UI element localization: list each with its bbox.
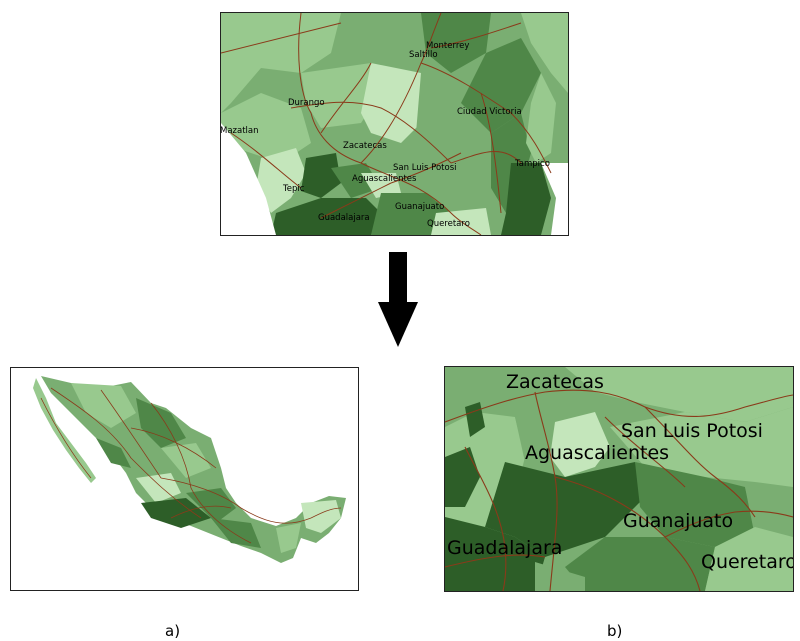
map-region	[491, 13, 568, 93]
map-region	[361, 63, 431, 143]
map-region	[301, 500, 341, 533]
top-map-canvas	[221, 13, 568, 235]
map-region	[501, 163, 551, 235]
map-region	[635, 462, 755, 547]
map-region	[371, 193, 451, 235]
ocean-area	[541, 163, 568, 235]
city-label-tepic: Tepic	[283, 184, 305, 194]
top-region-map: Monterrey Saltillo Durango Ciudad Victor…	[220, 12, 569, 236]
down-arrow-icon	[378, 252, 418, 347]
mexico-map-canvas	[11, 368, 358, 590]
ocean-area	[221, 123, 276, 235]
map-region	[301, 153, 341, 198]
city-label-guadalajara: Guadalajara	[447, 537, 563, 559]
map-region	[550, 412, 610, 477]
city-label-queretaro: Queretaro	[701, 551, 794, 573]
map-region	[461, 38, 541, 133]
map-region	[221, 93, 311, 163]
map-region	[426, 158, 491, 213]
map-region	[271, 198, 381, 235]
map-region	[416, 73, 471, 163]
city-label-san-luis-potosi: San Luis Potosi	[621, 420, 763, 442]
baja-california	[33, 378, 96, 483]
map-region	[256, 148, 306, 213]
map-region	[136, 473, 181, 503]
city-label-aguascalientes: Aguascalientes	[525, 442, 670, 464]
city-label-guanajuato: Guanajuato	[623, 510, 734, 532]
zoomed-region-map: Zacatecas San Luis Potosi Aguascalientes…	[444, 366, 794, 592]
city-label-san-luis-potosi: San Luis Potosi	[393, 163, 457, 173]
map-region	[535, 562, 585, 591]
city-label-zacatecas: Zacatecas	[506, 371, 604, 393]
map-region	[445, 517, 545, 591]
road-network	[221, 13, 552, 235]
caption-a: a)	[165, 622, 181, 640]
map-region	[705, 527, 793, 591]
city-label-mazatlan: Mazatlan	[220, 126, 259, 136]
map-region	[136, 398, 186, 448]
map-region	[331, 163, 381, 198]
map-region	[276, 523, 301, 553]
city-label-queretaro: Queretaro	[427, 219, 470, 229]
map-region	[341, 13, 431, 58]
map-region	[141, 498, 211, 528]
map-region	[445, 447, 480, 507]
map-region	[361, 173, 401, 198]
city-label-guadalajara: Guadalajara	[318, 213, 370, 223]
road-network	[445, 389, 793, 591]
map-region	[565, 367, 793, 422]
map-region	[96, 438, 131, 468]
city-label-tampico: Tampico	[515, 159, 550, 169]
city-label-monterrey: Monterrey	[426, 41, 470, 51]
map-region	[161, 443, 211, 478]
city-label-aguascalientes: Aguascalientes	[352, 174, 417, 184]
map-region	[221, 13, 341, 113]
map-region	[485, 462, 645, 557]
city-label-durango: Durango	[288, 98, 325, 108]
city-label-ciudad-victoria: Ciudad Victoria	[457, 107, 522, 117]
map-region	[211, 518, 261, 548]
map-region	[465, 402, 485, 437]
city-label-zacatecas: Zacatecas	[343, 141, 387, 151]
full-mexico-map	[10, 367, 359, 591]
caption-b: b)	[607, 622, 623, 640]
city-label-saltillo: Saltillo	[409, 50, 438, 60]
zoom-map-canvas	[445, 367, 793, 591]
city-label-guanajuato: Guanajuato	[395, 202, 445, 212]
road-network	[40, 387, 342, 544]
